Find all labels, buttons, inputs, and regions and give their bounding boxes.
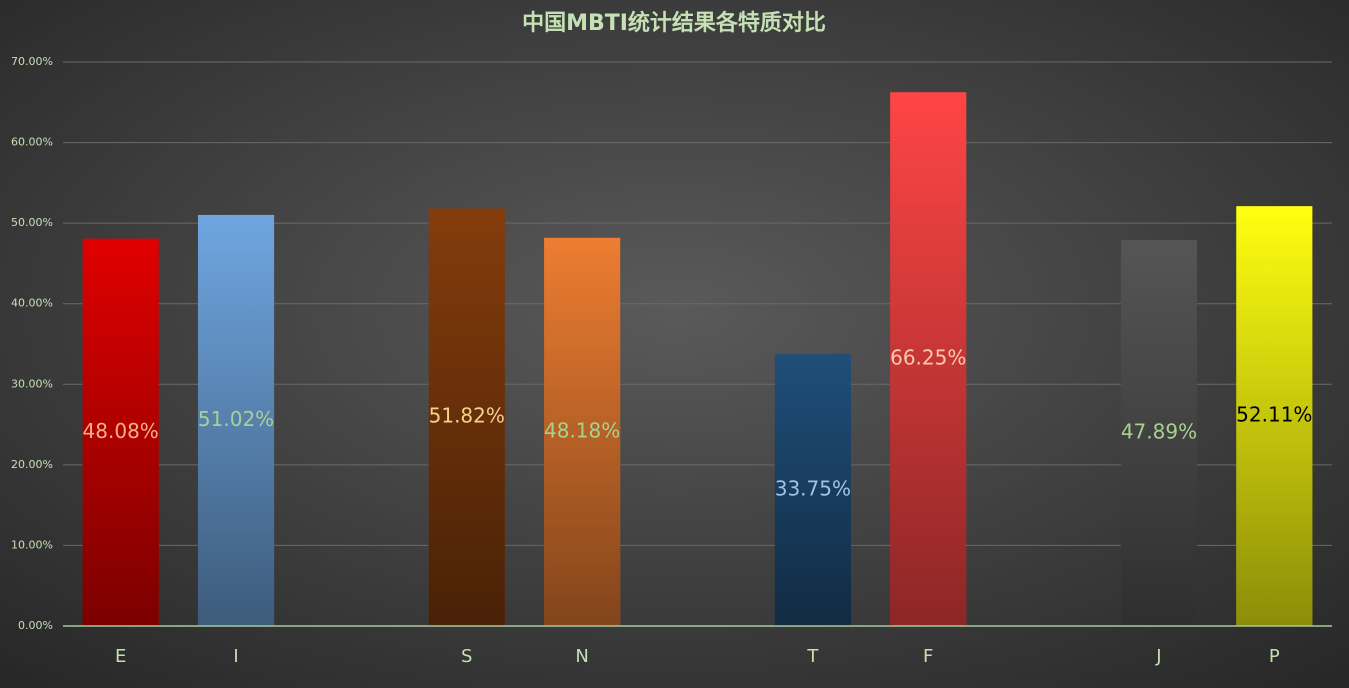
x-tick-label: S (461, 646, 472, 667)
bar-shade (1236, 206, 1313, 627)
value-label: 66.25% (890, 346, 966, 370)
bar-shade (197, 214, 275, 627)
y-tick-label: 50.00% (11, 216, 53, 229)
value-label: 47.89% (1121, 420, 1197, 444)
y-tick-label: 20.00% (11, 458, 53, 471)
y-tick-label: 60.00% (11, 136, 53, 149)
y-tick-label: 30.00% (11, 377, 53, 390)
chart-title: 中国MBTI统计结果各特质对比 (522, 10, 826, 36)
bar-shade (774, 354, 851, 626)
value-label: 48.08% (83, 419, 159, 443)
y-tick-label: 70.00% (11, 55, 53, 68)
x-tick-label: P (1269, 646, 1280, 667)
value-label: 51.82% (429, 404, 505, 428)
y-tick-label: 0.00% (18, 619, 53, 632)
x-tick-label: F (923, 646, 933, 667)
x-tick-label: E (115, 646, 126, 667)
value-label: 52.11% (1236, 403, 1312, 427)
value-label: 48.18% (544, 418, 620, 442)
bar-shade (1120, 240, 1198, 626)
bar-shade (544, 237, 621, 626)
x-tick-label: I (233, 646, 238, 667)
bar-shade (82, 238, 159, 627)
value-label: 51.02% (198, 407, 274, 431)
bar-shade (428, 208, 505, 626)
x-tick-label: J (1155, 646, 1161, 667)
bar-shade (890, 92, 967, 626)
value-label: 33.75% (775, 477, 851, 501)
x-tick-label: N (575, 646, 588, 667)
x-tick-label: T (806, 646, 819, 667)
y-tick-label: 10.00% (11, 538, 53, 551)
y-tick-label: 40.00% (11, 297, 53, 310)
